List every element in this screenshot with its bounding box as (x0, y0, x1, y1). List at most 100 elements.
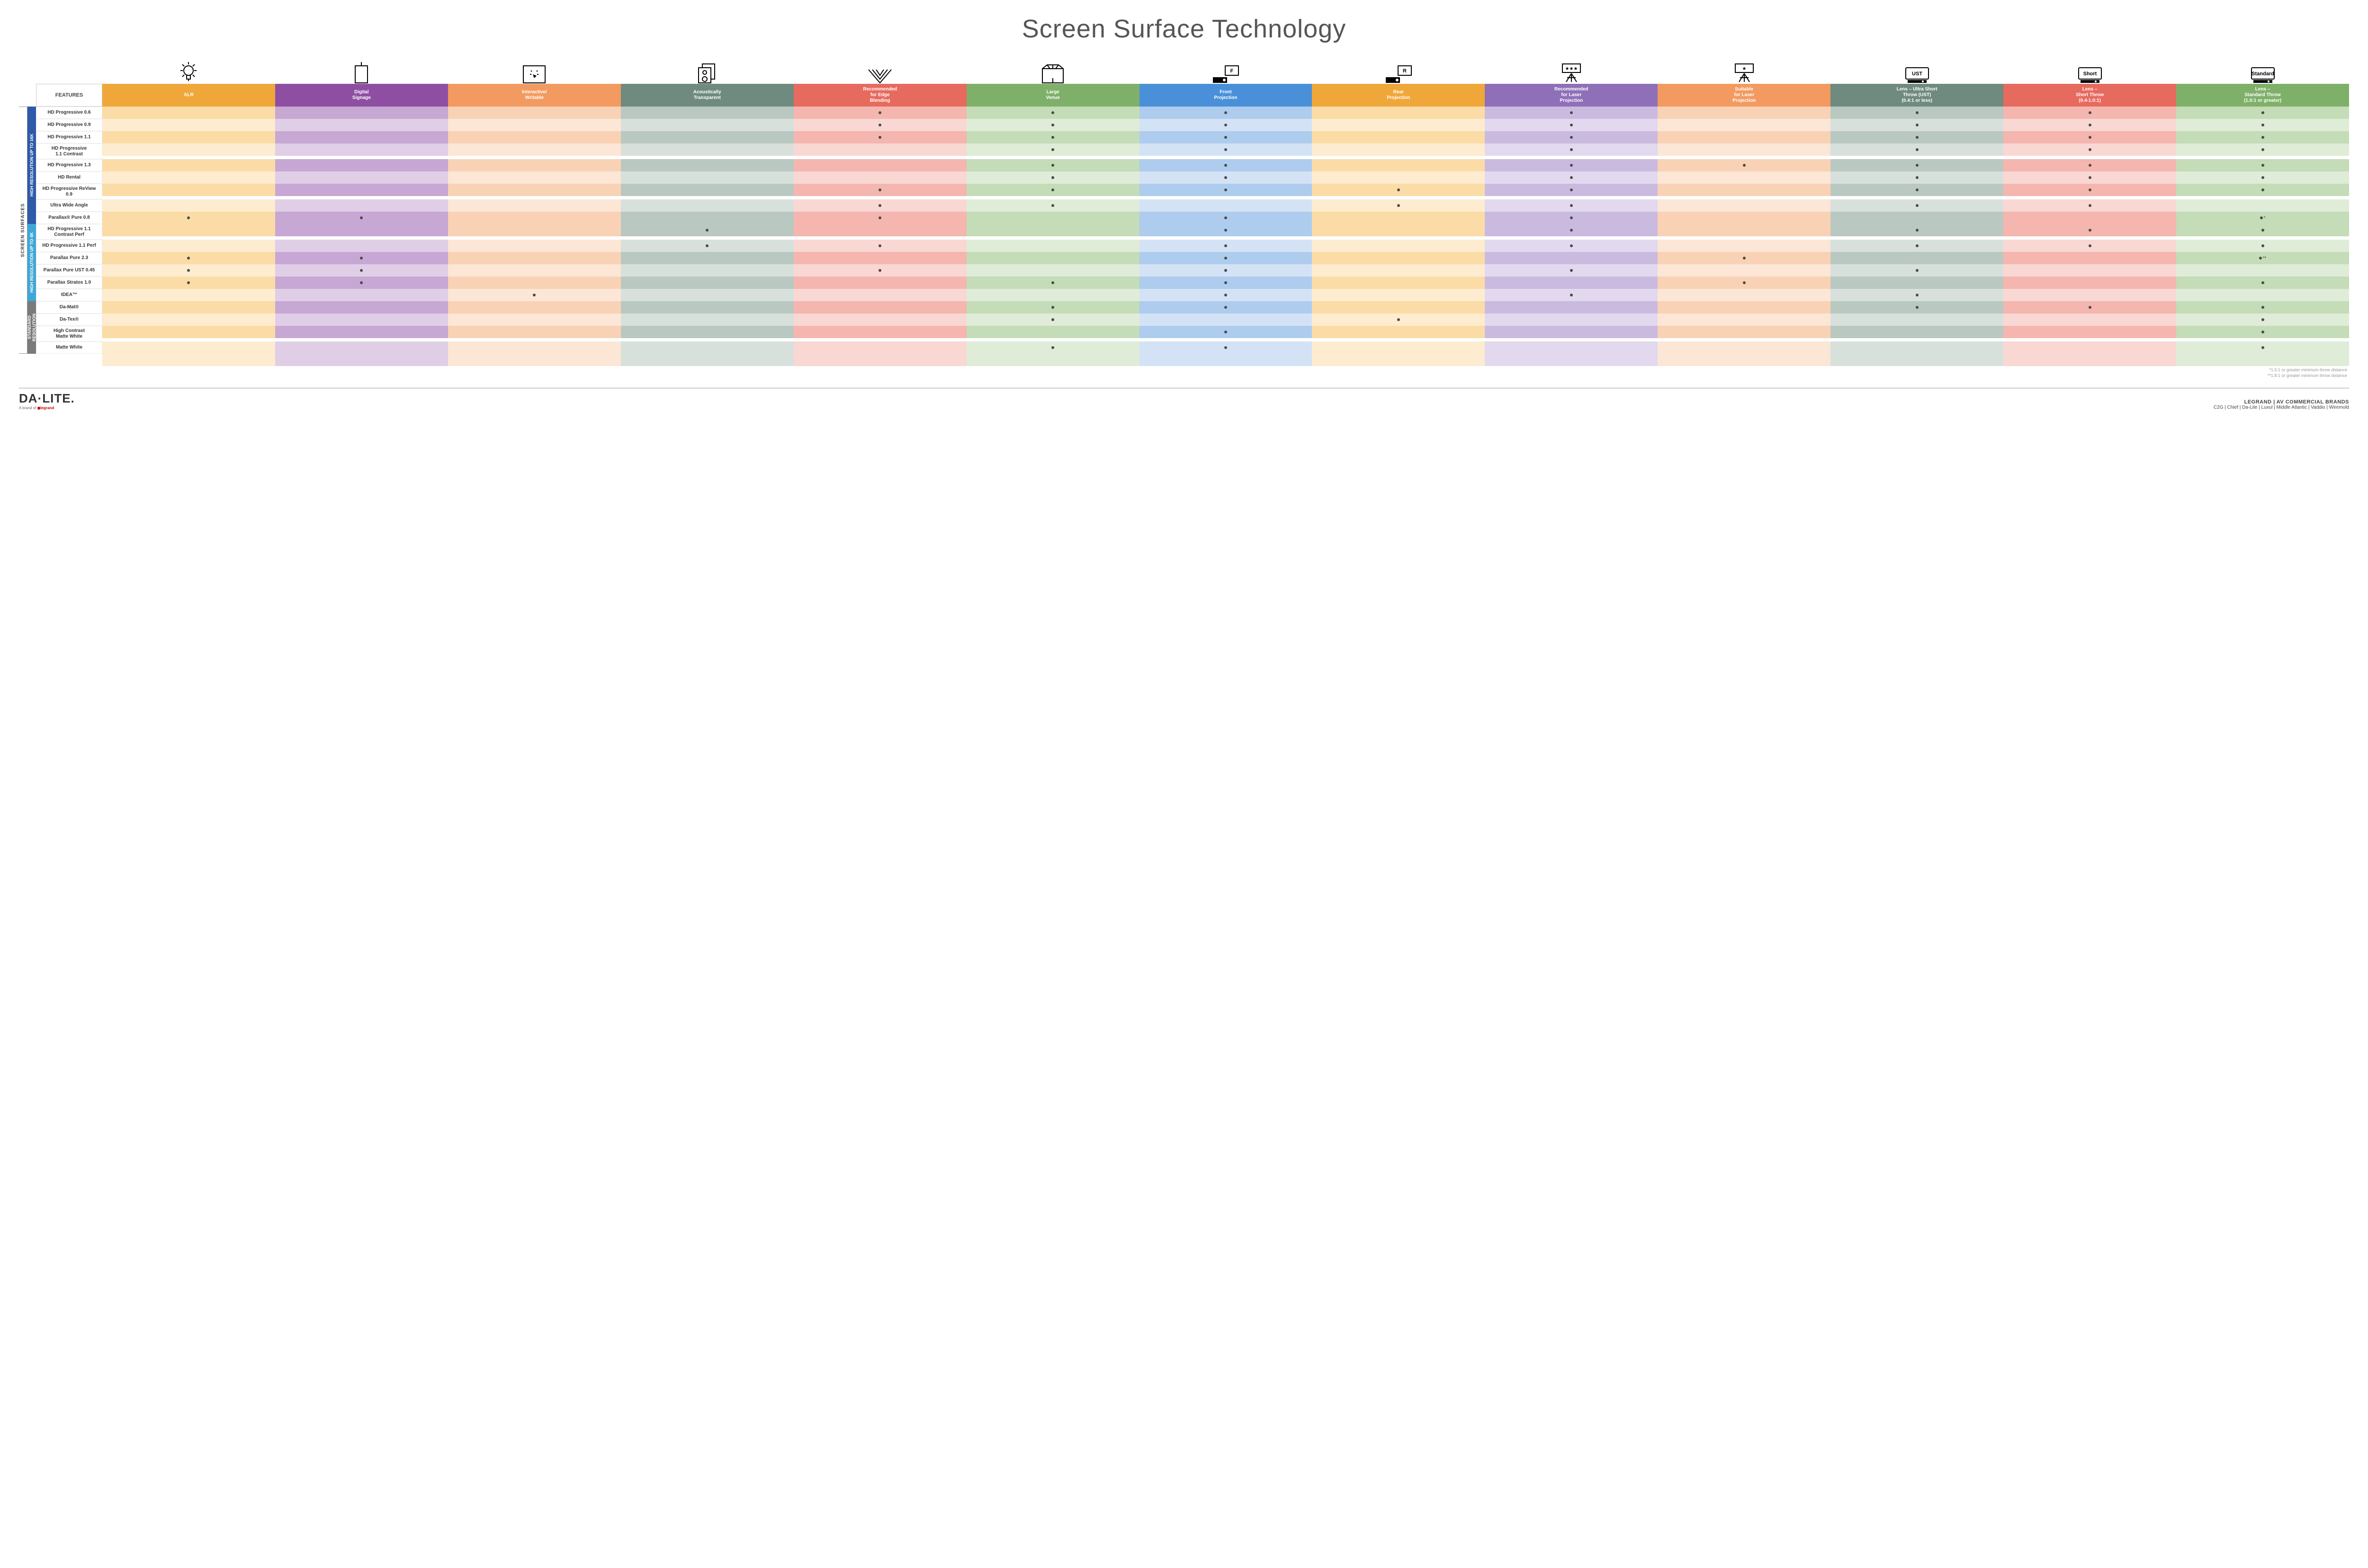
svg-text:UST: UST (1912, 71, 1922, 77)
dot-icon (360, 281, 363, 284)
dot-icon (1916, 269, 1919, 272)
cell (1485, 314, 1658, 326)
cell (1830, 212, 2003, 224)
cell (102, 119, 275, 131)
footer-right: LEGRAND | AV COMMERCIAL BRANDS C2G | Chi… (2214, 399, 2349, 410)
cell (2176, 119, 2349, 131)
footer-tint (2003, 354, 2176, 366)
column-header-acoustic: AcousticallyTransparent (621, 84, 794, 107)
dot-icon (1743, 281, 1746, 284)
cell (967, 199, 1139, 212)
cell (794, 314, 967, 326)
row-label: Ultra Wide Angle (36, 199, 102, 212)
cell (794, 289, 967, 301)
cell (275, 326, 448, 338)
cell (1830, 264, 2003, 277)
dot-icon (1743, 164, 1746, 167)
cell (1830, 199, 2003, 212)
row-label: HD Progressive 1.1 (36, 131, 102, 143)
cell (1485, 107, 1658, 119)
cell (621, 314, 794, 326)
cell (967, 171, 1139, 184)
dot-icon (879, 188, 881, 191)
cell (1312, 326, 1485, 338)
cell (794, 119, 967, 131)
dot-icon (1570, 188, 1573, 191)
cell (1139, 301, 1312, 314)
dot-icon (360, 257, 363, 260)
svg-text:★★★: ★★★ (1565, 66, 1578, 72)
cell (1830, 107, 2003, 119)
dot-icon (1224, 124, 1227, 126)
cell (2003, 143, 2176, 156)
dot-icon (2089, 124, 2091, 126)
dot-icon (1570, 269, 1573, 272)
dot-icon (1916, 164, 1919, 167)
dot-icon (1397, 188, 1400, 191)
dot-icon (879, 216, 881, 219)
dot-icon (1224, 176, 1227, 179)
cell (1485, 326, 1658, 338)
dot-icon (2261, 229, 2264, 232)
column-icon-acoustic (621, 55, 794, 84)
cell (448, 184, 621, 196)
cell (621, 159, 794, 171)
cell (1485, 199, 1658, 212)
footer-tint (448, 354, 621, 366)
cell (2003, 289, 2176, 301)
cell (275, 240, 448, 252)
svg-text:F: F (1230, 68, 1234, 74)
cell (2176, 107, 2349, 119)
cell (1139, 119, 1312, 131)
column-header-writable: Interactive/Writable (448, 84, 621, 107)
dot-icon (1570, 294, 1573, 296)
dot-icon (187, 269, 190, 272)
cell (1485, 131, 1658, 143)
dot-icon (706, 229, 709, 232)
cell (1658, 119, 1830, 131)
row-label: Parallax® Pure 0.8 (36, 212, 102, 224)
dot-icon (2261, 318, 2264, 321)
cell (275, 277, 448, 289)
cell (275, 171, 448, 184)
footer-tint (1658, 354, 1830, 366)
column-icon-signage (275, 55, 448, 84)
cell (275, 143, 448, 156)
cell (794, 341, 967, 354)
column-header-ust: Lens – Ultra ShortThrow (UST)(0.4:1 or l… (1830, 84, 2003, 107)
dot-icon (1570, 244, 1573, 247)
footer-tint (275, 354, 448, 366)
features-header: FEATURES (36, 84, 102, 107)
cell (794, 184, 967, 196)
cell (1312, 314, 1485, 326)
cell (448, 159, 621, 171)
dot-icon (706, 244, 709, 247)
cell (1312, 240, 1485, 252)
column-header-large: LargeVenue (967, 84, 1139, 107)
dot-icon (1224, 164, 1227, 167)
cell (1485, 159, 1658, 171)
dot-icon (360, 269, 363, 272)
cell (1830, 314, 2003, 326)
cell (794, 326, 967, 338)
cell (1658, 326, 1830, 338)
dot-icon (879, 204, 881, 207)
cell (2003, 264, 2176, 277)
cell (794, 143, 967, 156)
cell (102, 224, 275, 236)
cell (448, 119, 621, 131)
cell (967, 119, 1139, 131)
row-label: Parallax Pure UST 0.45 (36, 264, 102, 277)
cell (794, 171, 967, 184)
cell (1312, 277, 1485, 289)
page-title: Screen Surface Technology (19, 14, 2349, 44)
dot-icon (187, 216, 190, 219)
cell (794, 264, 967, 277)
cell (1830, 277, 2003, 289)
dot-icon (2261, 244, 2264, 247)
dot-icon (1397, 318, 1400, 321)
dot-icon (2089, 176, 2091, 179)
dot-icon (2261, 148, 2264, 151)
dot-icon (1051, 176, 1054, 179)
cell (2003, 252, 2176, 264)
